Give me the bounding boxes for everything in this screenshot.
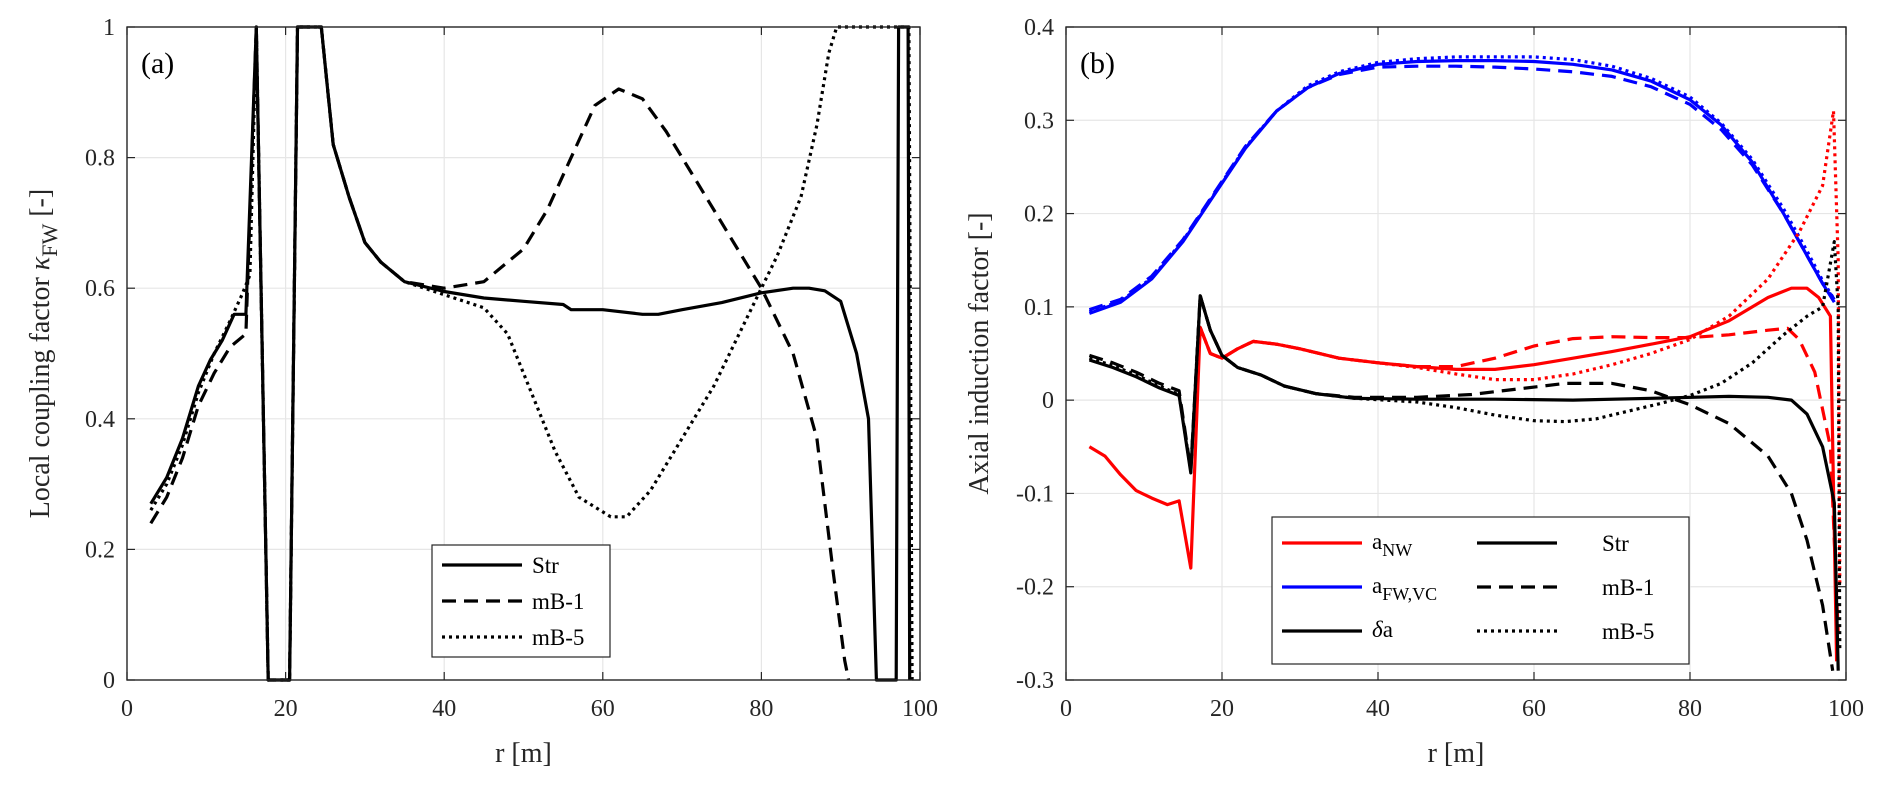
panel-b-axes-box	[1065, 26, 1847, 681]
panel-b-x-tick-label: 0	[1060, 696, 1072, 722]
panel-a-legend-label-str: Str	[532, 553, 559, 578]
panel-b-y-tick-label: -0.2	[1016, 575, 1054, 601]
panel-b-y-tick-label: 0.4	[1024, 15, 1054, 41]
panel-b-x-tick-label: 40	[1366, 696, 1390, 722]
panel-b-x-tick-label: 20	[1210, 696, 1234, 722]
panel-a-x-tick-label: 60	[591, 696, 615, 722]
panel-b-legend-label-left-0: aNW	[1372, 529, 1412, 560]
panel-a-y-tick-label: 0.6	[85, 276, 115, 302]
panel-b-legend-label-right-mb-5: mB-5	[1602, 619, 1654, 644]
panel-a-x-axis-label: r [m]	[495, 738, 552, 769]
panel-b-legend-label-right-str: Str	[1602, 531, 1629, 556]
panel-a-legend-label-mb-5: mB-5	[532, 625, 584, 650]
panel-b-panel-label: (b)	[1080, 47, 1115, 80]
panel-b-y-tick-label: -0.3	[1016, 668, 1054, 694]
panel-a-y-tick-label: 0.4	[85, 407, 115, 433]
panel-a-x-tick-label: 0	[121, 696, 133, 722]
panel-a-y-tick-label: 0.2	[85, 537, 115, 563]
panel-a-series-mb-5	[149, 25, 914, 682]
panel-b-y-tick-label: 0.3	[1024, 108, 1054, 134]
panel-b-y-tick-label: 0	[1042, 388, 1054, 414]
panel-b-x-tick-label: 80	[1678, 696, 1702, 722]
panel-a-legend-label-mb-1: mB-1	[532, 589, 584, 614]
panel-b-legend-label-right-mb-1: mB-1	[1602, 575, 1654, 600]
panel-a-series-str	[149, 25, 912, 682]
panel-b-legend-label-left-1: aFW,VC	[1372, 573, 1437, 604]
panel-a-axes-box	[126, 26, 921, 681]
panel-a-y-axis-label: Local coupling factor κFW [-]	[25, 189, 62, 518]
panel-a-x-tick-label: 20	[274, 696, 298, 722]
panel-a-x-tick-label: 80	[749, 696, 773, 722]
panel-a-series-mb-1	[149, 25, 851, 682]
panel-b-chart: 0 20 40 60 80 100 -0.3 -0.2 -0.1 0 0.1 0.2 0.3 0.4 r […	[964, 15, 1864, 769]
panel-b-y-tick-label: 0.2	[1024, 202, 1054, 228]
panel-b-y-tick-label: -0.1	[1016, 481, 1054, 507]
panel-a-y-tick-label: 0.8	[85, 146, 115, 172]
panel-a-x-tick-label: 100	[902, 696, 938, 722]
panel-b-y-tick-label: 0.1	[1024, 295, 1054, 321]
panel-b-x-axis-label: r [m]	[1428, 738, 1485, 769]
panel-a-y-tick-label: 0	[103, 668, 115, 694]
panel-b-x-tick-label: 60	[1522, 696, 1546, 722]
panel-a-y-tick-label: 1	[103, 15, 115, 41]
panel-b-series-a-fw-vc-mb-1	[1088, 64, 1836, 312]
panel-b-legend-label-left-2: δa	[1372, 617, 1393, 642]
panel-b-series-a-nw-mb-5	[1198, 109, 1842, 587]
panel-b-series-a-fw-vc-mb-5	[1088, 55, 1836, 314]
panel-b-series-a-fw-vc-str	[1088, 58, 1836, 315]
panel-a-panel-label: (a)	[141, 47, 174, 80]
panel-b-x-tick-label: 100	[1828, 696, 1864, 722]
panel-a-chart: 0 20 40 60 80 100 0 0.2 0.4 0.6 0.8 1 r [m] Local cou…	[25, 15, 938, 769]
panel-a-x-tick-label: 40	[432, 696, 456, 722]
panel-b-y-axis-label: Axial induction factor [-]	[964, 212, 995, 494]
